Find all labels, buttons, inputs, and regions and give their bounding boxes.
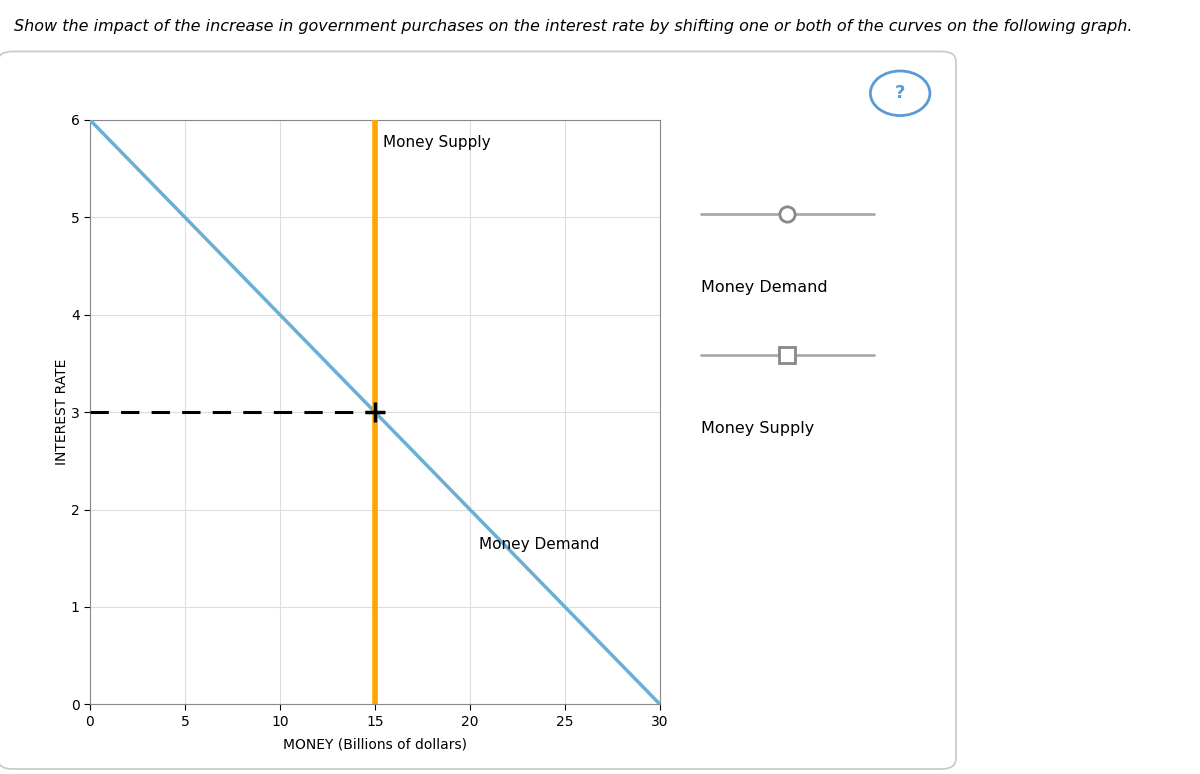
Text: Show the impact of the increase in government purchases on the interest rate by : Show the impact of the increase in gover…	[14, 19, 1133, 34]
Text: ?: ?	[895, 84, 905, 102]
Text: Money Demand: Money Demand	[701, 279, 828, 295]
Text: Money Demand: Money Demand	[480, 536, 600, 552]
Text: Money Supply: Money Supply	[383, 135, 491, 150]
FancyBboxPatch shape	[0, 51, 956, 769]
Y-axis label: INTEREST RATE: INTEREST RATE	[55, 359, 70, 465]
Text: Money Supply: Money Supply	[701, 421, 814, 436]
Circle shape	[870, 71, 930, 115]
X-axis label: MONEY (Billions of dollars): MONEY (Billions of dollars)	[283, 737, 467, 751]
